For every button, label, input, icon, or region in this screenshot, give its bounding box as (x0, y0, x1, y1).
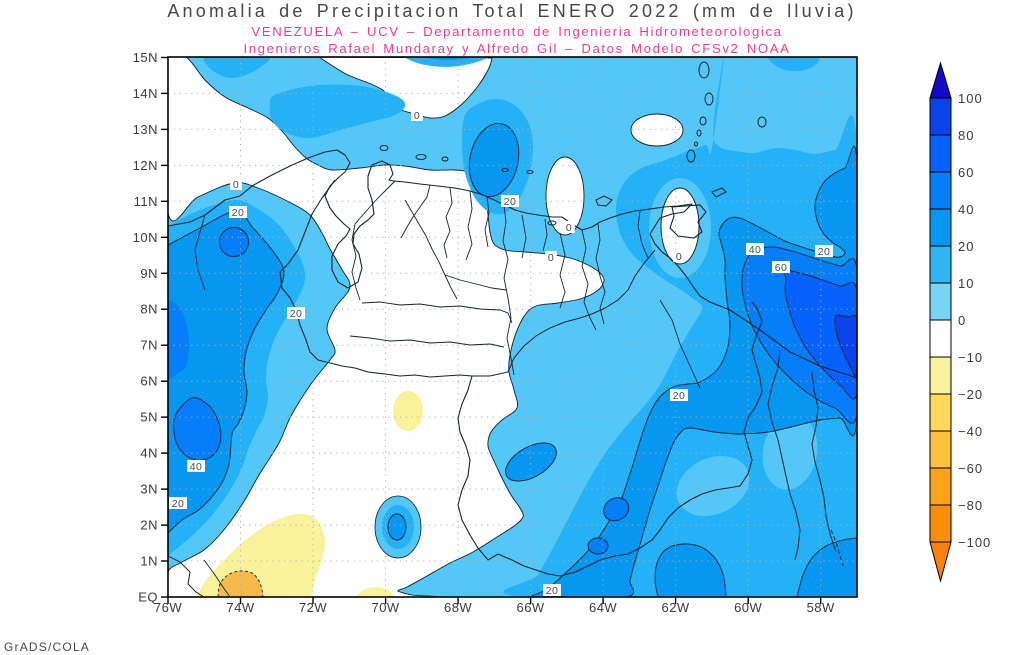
svg-text:−60: −60 (958, 461, 983, 476)
svg-text:5N: 5N (140, 410, 158, 425)
svg-text:0: 0 (548, 252, 554, 264)
svg-text:60W: 60W (734, 600, 762, 615)
svg-text:0: 0 (233, 179, 239, 191)
svg-text:100: 100 (958, 91, 983, 106)
svg-text:20: 20 (232, 207, 244, 219)
svg-text:72W: 72W (299, 600, 327, 615)
svg-text:66W: 66W (516, 600, 544, 615)
svg-text:−100: −100 (958, 535, 991, 550)
svg-text:13N: 13N (133, 122, 158, 137)
svg-text:1N: 1N (140, 554, 158, 569)
svg-text:60: 60 (775, 262, 787, 274)
svg-text:0: 0 (566, 222, 572, 234)
svg-text:9N: 9N (140, 266, 158, 281)
svg-text:0: 0 (958, 313, 966, 328)
svg-text:12N: 12N (133, 158, 158, 173)
svg-text:20: 20 (818, 246, 830, 258)
svg-text:6N: 6N (140, 374, 158, 389)
svg-text:20: 20 (504, 196, 516, 208)
svg-text:20: 20 (290, 308, 302, 320)
svg-text:20: 20 (546, 585, 558, 597)
svg-text:40: 40 (190, 461, 202, 473)
svg-text:0: 0 (414, 110, 420, 122)
svg-text:74W: 74W (226, 600, 254, 615)
svg-text:10N: 10N (133, 230, 158, 245)
svg-text:−40: −40 (958, 424, 983, 439)
svg-text:68W: 68W (444, 600, 472, 615)
svg-text:7N: 7N (140, 338, 158, 353)
svg-text:11N: 11N (134, 194, 158, 209)
svg-text:60: 60 (958, 165, 974, 180)
svg-text:−80: −80 (958, 498, 983, 513)
svg-text:14N: 14N (133, 86, 158, 101)
svg-text:58W: 58W (807, 600, 835, 615)
svg-text:76W: 76W (154, 600, 182, 615)
svg-text:2N: 2N (140, 518, 158, 533)
svg-text:80: 80 (958, 128, 974, 143)
svg-text:40: 40 (749, 244, 761, 256)
svg-text:0: 0 (676, 251, 682, 263)
svg-text:−20: −20 (958, 387, 983, 402)
svg-text:EQ: EQ (138, 590, 158, 605)
svg-text:20: 20 (172, 498, 184, 510)
svg-text:20: 20 (958, 239, 974, 254)
svg-text:10: 10 (958, 276, 974, 291)
svg-text:64W: 64W (589, 600, 617, 615)
svg-text:70W: 70W (371, 600, 399, 615)
svg-text:8N: 8N (140, 302, 158, 317)
svg-text:4N: 4N (140, 446, 158, 461)
svg-text:3N: 3N (140, 482, 158, 497)
svg-text:40: 40 (958, 202, 974, 217)
svg-text:62W: 62W (661, 600, 689, 615)
svg-text:20: 20 (673, 390, 685, 402)
svg-text:15N: 15N (133, 50, 158, 65)
svg-text:−10: −10 (958, 350, 983, 365)
